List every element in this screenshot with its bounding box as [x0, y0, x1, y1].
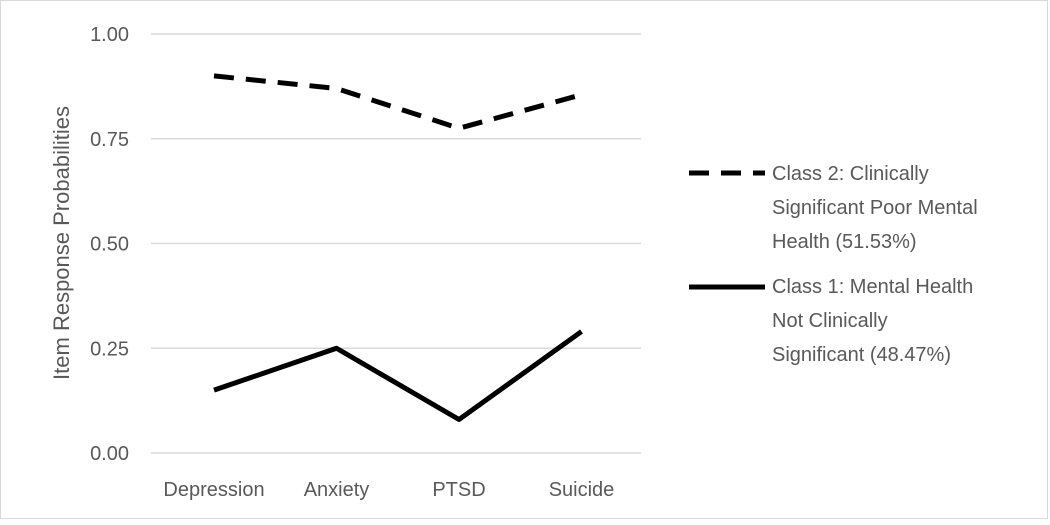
- legend: Class 2: Clinically Significant Poor Ment…: [689, 163, 978, 366]
- series-line-class-2: [213, 73, 583, 131]
- legend-label: Class 2: Clinically Significant Poor Ment…: [772, 163, 978, 253]
- x-tick-label: Suicide: [549, 479, 615, 501]
- y-axis-ticks: 0.00 0.25 0.50 0.75 1.00: [90, 24, 129, 465]
- legend-label-line: Class 1: Mental Health: [772, 276, 973, 298]
- legend-label-line: Class 2: Clinically: [772, 163, 929, 185]
- legend-label-line: Significant Poor Mental: [772, 197, 978, 219]
- legend-label-line: Significant (48.47%): [772, 344, 951, 366]
- legend-label: Class 1: Mental Health Not Clinically Sign…: [772, 276, 973, 366]
- series-line-class-1: [213, 329, 583, 422]
- x-axis-ticks: Depression Anxiety PTSD Suicide: [163, 479, 614, 501]
- y-tick-label: 0.00: [90, 443, 129, 465]
- x-tick-label: Depression: [163, 479, 264, 501]
- y-axis-title: Item Response Probabilities: [49, 106, 74, 380]
- legend-label-line: Health (51.53%): [772, 231, 917, 253]
- y-tick-label: 1.00: [90, 24, 129, 46]
- series-lines: [213, 73, 583, 422]
- y-tick-label: 0.75: [90, 129, 129, 151]
- legend-label-line: Not Clinically: [772, 310, 888, 332]
- x-tick-label: Anxiety: [304, 479, 370, 501]
- y-tick-label: 0.25: [90, 338, 129, 360]
- x-tick-label: PTSD: [432, 479, 485, 501]
- y-tick-label: 0.50: [90, 234, 129, 256]
